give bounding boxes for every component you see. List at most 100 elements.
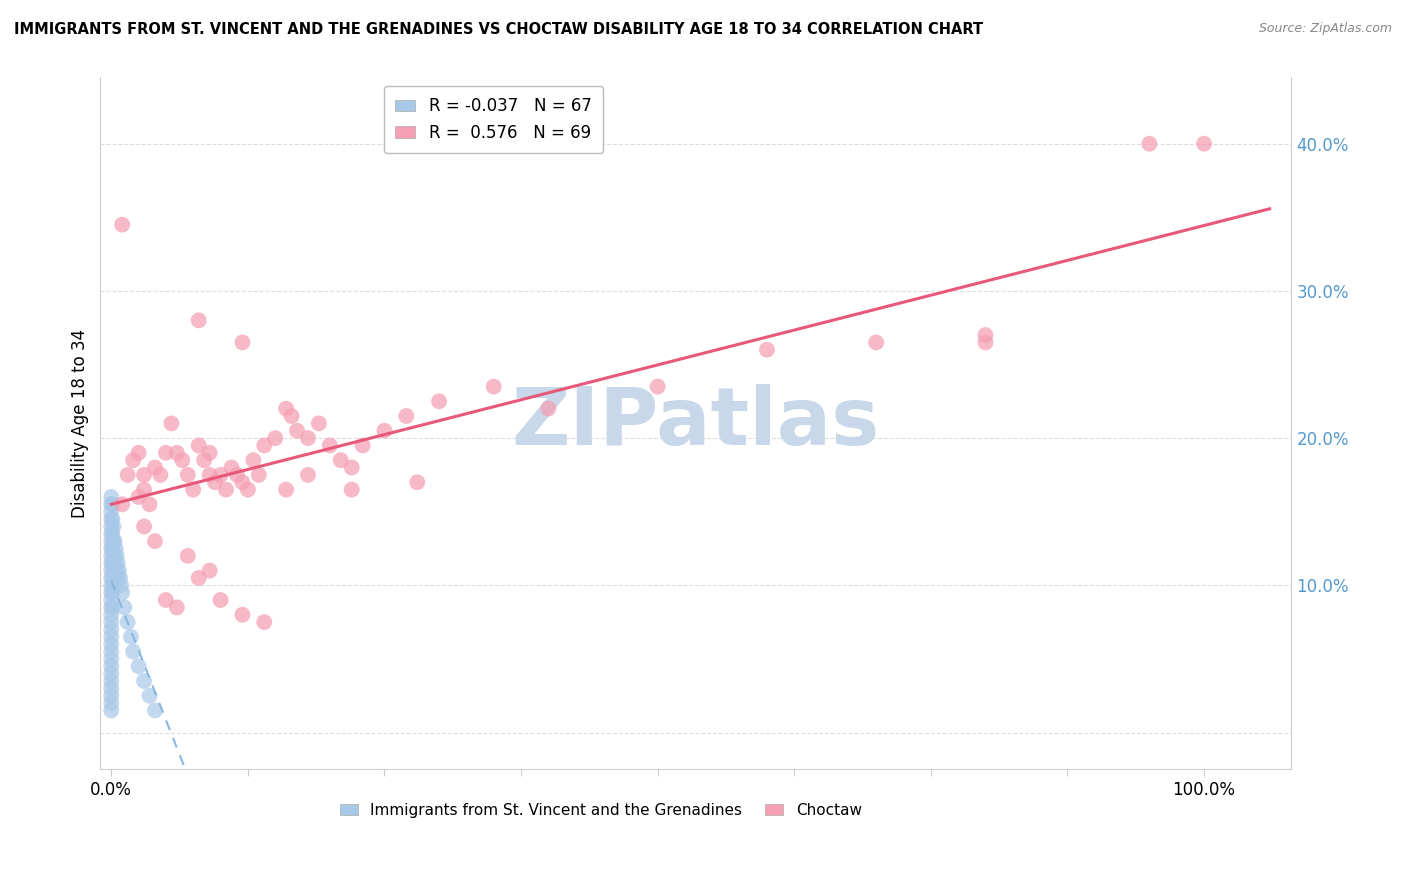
Point bbox=[100, 578, 122, 592]
Point bbox=[111, 497, 134, 511]
Text: IMMIGRANTS FROM ST. VINCENT AND THE GRENADINES VS CHOCTAW DISABILITY AGE 18 TO 3: IMMIGRANTS FROM ST. VINCENT AND THE GREN… bbox=[14, 22, 983, 37]
Point bbox=[177, 467, 200, 482]
Point bbox=[198, 467, 221, 482]
Point bbox=[101, 556, 124, 570]
Point bbox=[105, 549, 128, 563]
Point bbox=[143, 460, 166, 475]
Point bbox=[297, 467, 319, 482]
Point bbox=[108, 571, 131, 585]
Point bbox=[111, 585, 134, 599]
Point bbox=[100, 703, 122, 717]
Point bbox=[103, 578, 125, 592]
Point bbox=[340, 483, 363, 497]
Point bbox=[198, 446, 221, 460]
Point bbox=[100, 534, 122, 549]
Point bbox=[100, 600, 122, 615]
Point bbox=[209, 467, 232, 482]
Point bbox=[274, 483, 297, 497]
Point bbox=[297, 431, 319, 445]
Point bbox=[100, 607, 122, 622]
Point bbox=[155, 593, 177, 607]
Point bbox=[117, 615, 139, 629]
Point bbox=[100, 615, 122, 629]
Point bbox=[100, 549, 122, 563]
Point bbox=[100, 681, 122, 696]
Point bbox=[100, 505, 122, 519]
Point bbox=[100, 571, 122, 585]
Point bbox=[132, 467, 155, 482]
Point bbox=[107, 571, 129, 585]
Point bbox=[247, 467, 270, 482]
Point bbox=[100, 666, 122, 681]
Point bbox=[128, 659, 150, 673]
Point bbox=[103, 564, 125, 578]
Point bbox=[226, 467, 249, 482]
Point bbox=[143, 534, 166, 549]
Point bbox=[104, 571, 127, 585]
Point bbox=[100, 630, 122, 644]
Point bbox=[122, 644, 145, 658]
Point bbox=[187, 571, 209, 585]
Point bbox=[104, 541, 127, 556]
Point bbox=[100, 652, 122, 666]
Point bbox=[1192, 136, 1215, 151]
Point bbox=[104, 556, 127, 570]
Point bbox=[373, 424, 395, 438]
Point bbox=[285, 424, 308, 438]
Point bbox=[193, 453, 215, 467]
Point bbox=[187, 438, 209, 452]
Point bbox=[974, 335, 997, 350]
Point bbox=[100, 490, 122, 504]
Point bbox=[100, 637, 122, 651]
Point bbox=[974, 328, 997, 343]
Point bbox=[319, 438, 342, 452]
Point bbox=[149, 467, 172, 482]
Point bbox=[274, 401, 297, 416]
Point bbox=[231, 475, 253, 490]
Point bbox=[340, 460, 363, 475]
Point bbox=[103, 534, 125, 549]
Point bbox=[215, 483, 238, 497]
Point bbox=[101, 585, 124, 599]
Point bbox=[100, 673, 122, 688]
Point bbox=[100, 519, 122, 533]
Point bbox=[198, 564, 221, 578]
Point bbox=[138, 689, 160, 703]
Point bbox=[105, 564, 128, 578]
Point bbox=[537, 401, 560, 416]
Point bbox=[143, 703, 166, 717]
Point bbox=[253, 438, 276, 452]
Point bbox=[482, 379, 505, 393]
Point bbox=[128, 490, 150, 504]
Point bbox=[100, 593, 122, 607]
Point bbox=[160, 417, 183, 431]
Point bbox=[280, 409, 302, 423]
Point bbox=[264, 431, 287, 445]
Point bbox=[110, 578, 132, 592]
Point bbox=[103, 519, 125, 533]
Point bbox=[187, 313, 209, 327]
Point bbox=[100, 659, 122, 673]
Point bbox=[100, 541, 122, 556]
Text: Source: ZipAtlas.com: Source: ZipAtlas.com bbox=[1258, 22, 1392, 36]
Point bbox=[101, 526, 124, 541]
Point bbox=[132, 519, 155, 533]
Point bbox=[112, 600, 135, 615]
Text: ZIPatlas: ZIPatlas bbox=[512, 384, 880, 462]
Point bbox=[103, 549, 125, 563]
Point bbox=[100, 564, 122, 578]
Point bbox=[204, 475, 226, 490]
Point bbox=[122, 453, 145, 467]
Point bbox=[101, 541, 124, 556]
Point bbox=[427, 394, 450, 409]
Point bbox=[103, 578, 125, 592]
Point bbox=[132, 483, 155, 497]
Point bbox=[236, 483, 259, 497]
Point bbox=[406, 475, 429, 490]
Point bbox=[100, 526, 122, 541]
Point bbox=[111, 218, 134, 232]
Point bbox=[166, 600, 188, 615]
Point bbox=[221, 460, 243, 475]
Point bbox=[155, 446, 177, 460]
Point bbox=[172, 453, 194, 467]
